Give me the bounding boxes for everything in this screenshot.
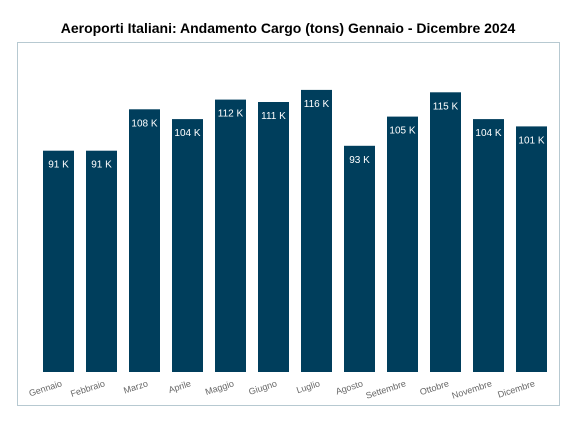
bar-gennaio (43, 150, 74, 372)
x-tick-label-novembre: Novembre (451, 378, 494, 400)
data-label-agosto: 93 K (349, 155, 370, 166)
data-label-marzo: 108 K (131, 118, 157, 129)
x-tick-label-aprile: Aprile (167, 378, 192, 395)
chart-frame (17, 42, 560, 406)
x-tick-label-giugno: Giugno (247, 378, 278, 396)
data-label-dicembre: 101 K (518, 135, 544, 146)
bar-agosto (344, 145, 375, 372)
data-label-luglio: 116 K (304, 99, 330, 110)
chart-title: Aeroporti Italiani: Andamento Cargo (ton… (60, 20, 516, 36)
data-label-gennaio: 91 K (48, 160, 69, 171)
data-label-febbraio: 91 K (91, 160, 112, 171)
data-label-novembre: 104 K (475, 128, 501, 139)
bar-marzo (129, 109, 160, 373)
x-tick-label-dicembre: Dicembre (496, 378, 536, 399)
bar-maggio (215, 99, 246, 372)
x-tick-label-maggio: Maggio (204, 378, 235, 397)
x-tick-label-luglio: Luglio (295, 378, 321, 395)
bar-giugno (258, 102, 289, 372)
x-tick-label-gennaio: Gennaio (28, 378, 63, 398)
x-tick-label-ottobre: Ottobre (418, 378, 450, 397)
data-label-maggio: 112 K (218, 109, 244, 120)
bar-ottobre (430, 92, 461, 373)
x-tick-label-marzo: Marzo (122, 378, 149, 395)
data-label-ottobre: 115 K (433, 101, 459, 112)
x-tick-label-settembre: Settembre (365, 378, 408, 400)
bar-aprile (172, 119, 203, 372)
x-tick-label-febbraio: Febbraio (69, 378, 106, 398)
data-label-aprile: 104 K (174, 128, 200, 139)
bar-settembre (387, 116, 418, 372)
bar-luglio (301, 89, 332, 373)
data-label-settembre: 105 K (389, 126, 415, 137)
x-tick-label-agosto: Agosto (334, 378, 364, 396)
bar-novembre (473, 119, 504, 372)
bar-dicembre (516, 126, 547, 373)
data-label-giugno: 111 K (261, 111, 286, 122)
bar-febbraio (86, 150, 117, 372)
